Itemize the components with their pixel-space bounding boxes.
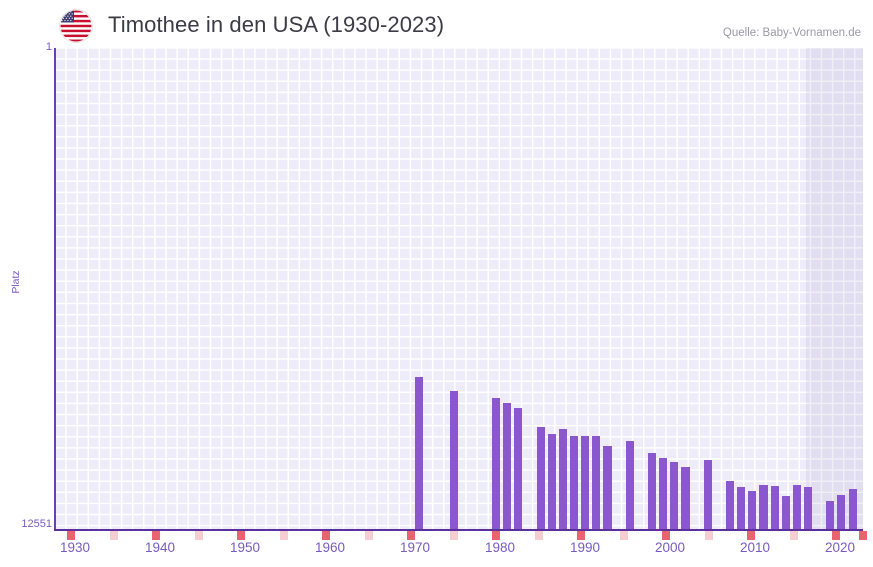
bar: [659, 458, 668, 529]
x-tick-minor: [279, 531, 288, 540]
bar: [503, 403, 512, 529]
x-axis-label: 1980: [484, 540, 516, 555]
x-axis-label: 1930: [59, 540, 91, 555]
bar: [826, 501, 835, 529]
bar: [492, 398, 501, 529]
x-tick-major: [407, 531, 415, 540]
x-axis-label: 1950: [229, 540, 261, 555]
bar: [803, 487, 813, 529]
x-tick-major: [152, 531, 160, 540]
x-tick-minor: [789, 531, 798, 540]
y-axis-top-label: 1: [45, 41, 52, 53]
x-axis-label: 1940: [144, 540, 176, 555]
bar: [570, 436, 579, 529]
x-tick-minor: [619, 531, 628, 540]
x-tick-minor: [194, 531, 203, 540]
x-tick-minor: [704, 531, 713, 540]
x-tick-minor: [109, 531, 118, 540]
bar: [737, 487, 746, 529]
x-axis-label: 2000: [654, 540, 686, 555]
y-axis-title: Platz: [10, 270, 22, 294]
plot-area: [55, 48, 863, 529]
bar: [592, 436, 601, 529]
bar: [770, 486, 779, 529]
x-tick-major: [832, 531, 840, 540]
bar: [759, 485, 768, 529]
bar: [648, 453, 657, 529]
y-axis-bottom-label: 12551: [21, 518, 52, 530]
x-tick-minor: [534, 531, 543, 540]
x-axis-label: 1960: [314, 540, 346, 555]
bar: [703, 460, 712, 529]
forecast-shaded-region: [806, 48, 863, 529]
bar: [514, 408, 523, 529]
bar: [848, 489, 857, 529]
bar: [781, 496, 790, 529]
x-tick-major: [492, 531, 500, 540]
bar: [748, 491, 757, 529]
x-axis-label: 1990: [569, 540, 601, 555]
x-tick-major: [237, 531, 245, 540]
y-axis-line: [54, 48, 56, 530]
bar: [837, 495, 846, 529]
bar: [547, 434, 556, 529]
bar: [726, 481, 735, 529]
x-tick-major: [67, 531, 75, 540]
x-tick-major: [662, 531, 670, 540]
x-axis-label: 1970: [399, 540, 431, 555]
x-axis-label: 2020: [824, 540, 856, 555]
x-tick-major: [322, 531, 330, 540]
x-tick-major: [577, 531, 585, 540]
bar: [625, 441, 634, 529]
bar: [681, 467, 690, 529]
chart-header: Timothee in den USA (1930-2023) Quelle: …: [0, 0, 873, 48]
x-tick-minor: [449, 531, 458, 540]
source-attribution: Quelle: Baby-Vornamen.de: [722, 27, 861, 39]
bar: [670, 462, 679, 529]
chart-title: Timothee in den USA (1930-2023): [108, 12, 445, 37]
x-tick-major: [747, 531, 755, 540]
bar: [792, 485, 801, 529]
bar: [450, 391, 459, 529]
bar: [414, 377, 423, 529]
usa-flag-icon: [60, 10, 92, 42]
x-axis-label: 2010: [739, 540, 771, 555]
x-tick-major: [859, 531, 867, 540]
bar: [536, 427, 545, 529]
bar: [558, 429, 568, 529]
bar: [581, 436, 590, 529]
x-tick-minor: [364, 531, 373, 540]
x-axis-line: [54, 529, 863, 531]
bar: [603, 446, 612, 529]
